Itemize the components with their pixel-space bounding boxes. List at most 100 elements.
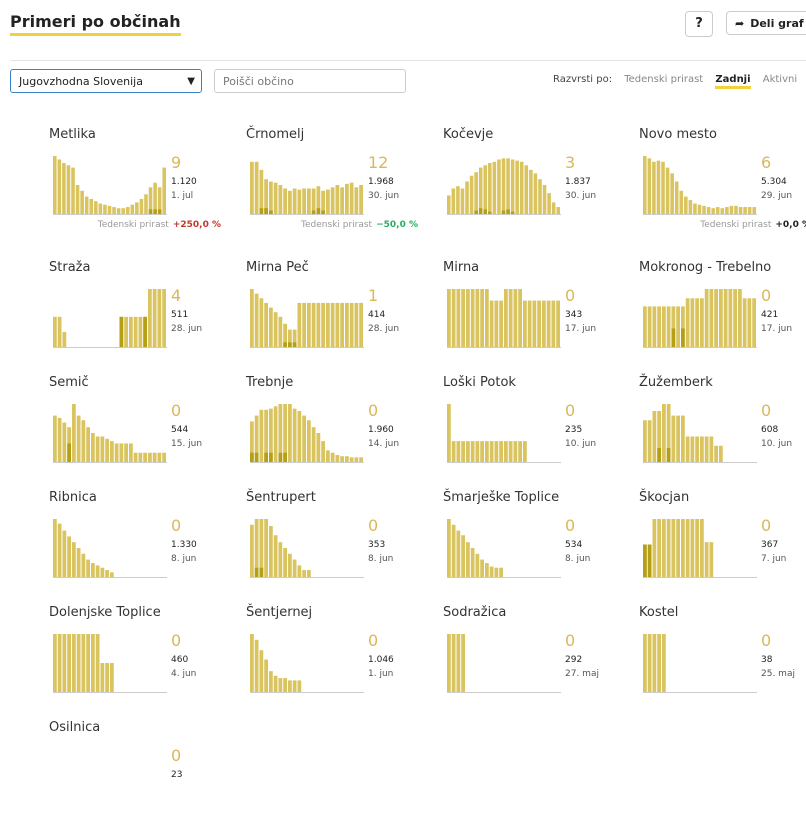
municipality-card[interactable]: Loški Potok 0 235 10. jun (443, 375, 623, 485)
municipality-card[interactable]: Žužemberk 0 608 10. jun (639, 375, 806, 485)
chart-bar (340, 187, 344, 214)
chart-bar (475, 289, 480, 347)
chart-bar (153, 182, 157, 214)
chart-bar (494, 441, 499, 462)
chart-bar (679, 190, 684, 214)
chart-bar (734, 205, 738, 214)
chart-bar (100, 436, 105, 462)
chart-bar (105, 570, 109, 577)
chart-bar (652, 161, 656, 214)
chart-bar (662, 634, 666, 692)
chart-bar (546, 300, 551, 347)
chart-bar (62, 530, 67, 577)
chart-bar (685, 519, 690, 577)
municipality-card[interactable]: Mirna Peč 1 414 28. jun (246, 260, 426, 370)
municipality-name: Kostel (639, 605, 679, 620)
municipality-card[interactable]: Škocjan 0 367 7. jun (639, 490, 806, 600)
municipality-card[interactable]: Novo mesto 6 5.304 29. jun Tedenski prirast +… (639, 127, 806, 237)
chart-bar (162, 452, 166, 462)
chart-bar (148, 289, 152, 347)
chart-bar (662, 306, 666, 347)
total-cases: 534 (565, 540, 583, 550)
municipality-card[interactable]: Metlika 9 1.120 1. jul Tedenski prirast +250,… (49, 127, 229, 237)
chart-bar (340, 456, 344, 462)
municipality-card[interactable]: Črnomelj 12 1.968 30. jun Tedenski prirast −5… (246, 127, 426, 237)
chart-bar (676, 415, 680, 462)
chart-bar (492, 161, 497, 214)
chart-bar (292, 680, 297, 692)
chart-bar (483, 165, 488, 214)
region-select[interactable]: Jugovzhodna Slovenija ▼ (10, 69, 202, 93)
chart-bar (695, 436, 699, 462)
chart-bar (700, 298, 704, 347)
chart-bar (326, 302, 330, 347)
chart-bar (254, 293, 259, 347)
municipality-card[interactable]: Šentrupert 0 353 8. jun (246, 490, 426, 600)
chart-bar (62, 162, 66, 214)
share-button[interactable]: ➦ Deli graf n (726, 11, 806, 35)
sort-option-zadnji[interactable]: Zadnji (715, 74, 751, 89)
chart-bar (720, 208, 725, 214)
chart-bar (326, 450, 330, 462)
municipality-card[interactable]: Mokronog - Trebelno 0 421 17. jun (639, 260, 806, 370)
chart-bar (297, 302, 302, 347)
chart-bar (269, 525, 273, 577)
chart-bar (752, 298, 756, 347)
weekly-growth-label: Tedenski prirast (700, 220, 772, 230)
chart-bar (729, 205, 734, 214)
municipality-card[interactable]: Kočevje 3 1.837 30. jun (443, 127, 623, 237)
chart-bar (152, 452, 157, 462)
chart-bar (662, 404, 666, 462)
municipality-card[interactable]: Osilnica 0 23 (49, 720, 229, 830)
chart-bar (499, 300, 503, 347)
municipality-name: Mirna (443, 260, 480, 275)
municipality-card[interactable]: Straža 4 511 28. jun (49, 260, 229, 370)
chart-bar (311, 188, 316, 214)
municipality-card[interactable]: Trebnje 0 1.960 14. jun (246, 375, 426, 485)
chart-bar (297, 680, 302, 692)
chart-bar (671, 415, 676, 462)
municipality-card[interactable]: Sodražica 0 292 27. maj (443, 605, 623, 715)
chart-bar-highlight (157, 209, 162, 214)
chart-bar (311, 427, 316, 462)
municipality-card[interactable]: Kostel 0 38 25. maj (639, 605, 806, 715)
chart-bar (133, 452, 138, 462)
municipality-card[interactable]: Šmarješke Toplice 0 534 8. jun (443, 490, 623, 600)
chart-bar (666, 404, 671, 462)
chart-bar (489, 300, 494, 347)
sort-option-aktivni[interactable]: Aktivni (762, 74, 798, 85)
chart-bar (652, 634, 657, 692)
municipality-card[interactable]: Dolenjske Toplice 0 460 4. jun (49, 605, 229, 715)
chart-bar (292, 408, 297, 462)
municipality-card[interactable]: Šentjernej 0 1.046 1. jun (246, 605, 426, 715)
chart-bar (103, 204, 107, 214)
chart-bar-highlight (278, 452, 283, 462)
chart-bar (676, 306, 680, 347)
chevron-down-icon: ▼ (187, 76, 195, 87)
chart-bar (129, 443, 133, 462)
latest-cases-value: 0 (171, 631, 182, 650)
chart-bar (330, 302, 335, 347)
chart-bar (533, 173, 538, 214)
help-button[interactable]: ? (685, 11, 713, 37)
chart-bar (451, 188, 456, 214)
municipality-search-input[interactable] (214, 69, 406, 93)
chart-bar (499, 567, 503, 577)
chart-bar (129, 316, 133, 347)
chart-bar (254, 161, 259, 214)
chart-bar (480, 289, 484, 347)
chart-bar (81, 634, 86, 692)
sort-option-tedenski-prirast[interactable]: Tedenski prirast (624, 74, 704, 85)
municipality-card[interactable]: Semič 0 544 15. jun (49, 375, 229, 485)
municipality-card[interactable]: Ribnica 0 1.330 8. jun (49, 490, 229, 600)
chart-bar (110, 572, 114, 577)
chart-bar (508, 289, 513, 347)
chart-bar-highlight (647, 544, 652, 577)
municipality-name: Novo mesto (639, 127, 717, 142)
municipality-card[interactable]: Mirna 0 343 17. jun (443, 260, 623, 370)
chart-bar (98, 203, 103, 214)
chart-bar (67, 536, 71, 577)
chart-bar (556, 207, 560, 214)
chart-bar (53, 519, 57, 577)
chart-bar (321, 302, 325, 347)
